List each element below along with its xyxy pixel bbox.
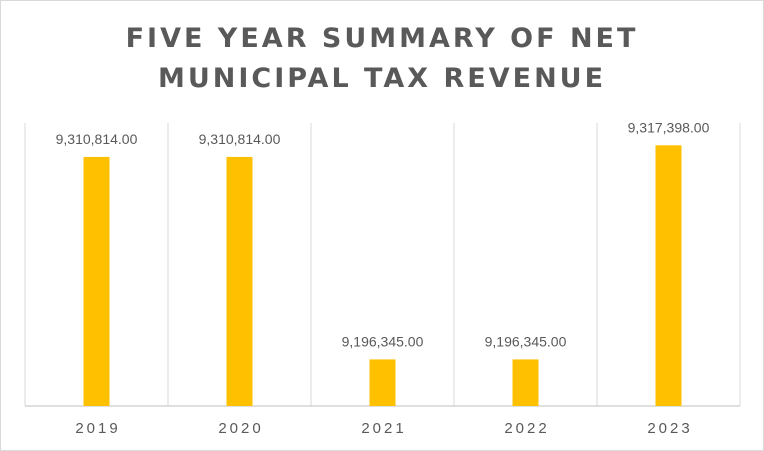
chart-title-line-2: MUNICIPAL TAX REVENUE [157, 63, 607, 94]
bar-2019 [83, 156, 110, 406]
x-tick-label-2021: 2021 [361, 420, 406, 437]
x-tick-label-2022: 2022 [504, 420, 549, 437]
bar-2020 [226, 156, 253, 406]
x-tick-label-2023: 2023 [647, 420, 692, 437]
x-tick-label-2019: 2019 [75, 420, 120, 437]
data-label-2021: 9,196,345.00 [342, 333, 424, 349]
bar-2022 [512, 359, 539, 406]
chart-title-line-1: FIVE YEAR SUMMARY OF NET [125, 23, 639, 54]
data-label-2022: 9,196,345.00 [485, 333, 567, 349]
x-tick-label-2020: 2020 [218, 420, 263, 437]
data-label-2023: 9,317,398.00 [628, 119, 710, 135]
data-label-2020: 9,310,814.00 [199, 131, 281, 147]
data-label-2019: 9,310,814.00 [56, 131, 138, 147]
bar-2021 [369, 359, 396, 406]
chart-title: FIVE YEAR SUMMARY OF NET MUNICIPAL TAX R… [1, 19, 763, 99]
bar-2023 [655, 145, 682, 406]
